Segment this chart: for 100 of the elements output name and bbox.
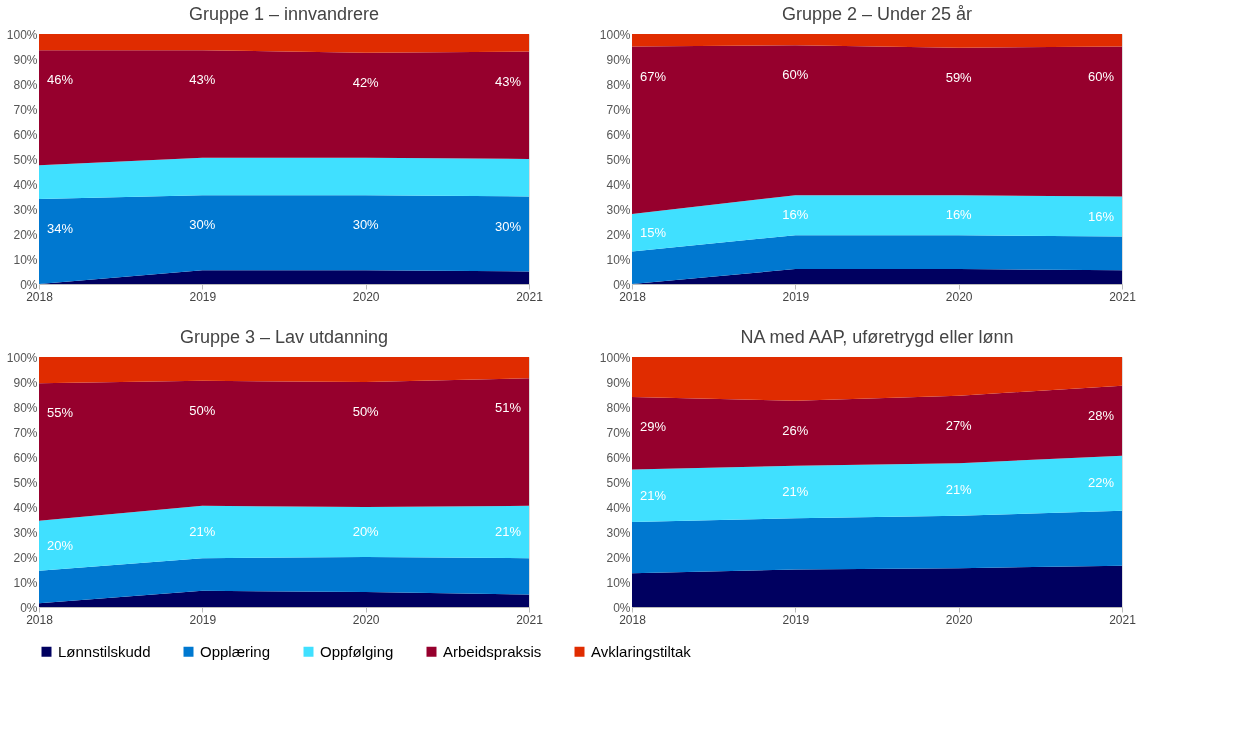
data-label: 16% bbox=[1087, 208, 1115, 224]
y-tick-label: 70% bbox=[13, 425, 38, 440]
legend-label: Avklaringstiltak bbox=[591, 642, 692, 660]
data-label: 22% bbox=[1087, 475, 1115, 491]
y-tick-label: 20% bbox=[606, 227, 631, 242]
y-tick-label: 70% bbox=[606, 425, 631, 440]
x-tick-label: 2020 bbox=[352, 289, 380, 304]
y-tick-label: 60% bbox=[606, 127, 631, 142]
data-label: 20% bbox=[47, 537, 74, 553]
data-label: 16% bbox=[945, 207, 973, 223]
y-tick-label: 20% bbox=[13, 550, 38, 565]
data-label: 21% bbox=[640, 487, 667, 503]
data-label: 21% bbox=[782, 484, 809, 499]
y-tick-label: 70% bbox=[13, 102, 38, 117]
y-tick-label: 30% bbox=[606, 525, 631, 540]
y-tick-label: 40% bbox=[606, 177, 631, 192]
y-tick-label: 20% bbox=[606, 550, 631, 565]
y-tick-label: 0% bbox=[613, 277, 631, 292]
y-tick-label: 10% bbox=[13, 252, 38, 267]
y-tick-label: 100% bbox=[599, 350, 631, 365]
data-label: 43% bbox=[494, 73, 522, 89]
y-tick-label: 30% bbox=[13, 525, 38, 540]
y-tick-label: 90% bbox=[606, 375, 631, 390]
y-tick-label: 40% bbox=[606, 500, 631, 515]
data-label: 21% bbox=[945, 481, 973, 497]
x-tick-label: 2019 bbox=[782, 612, 810, 627]
y-tick-label: 0% bbox=[20, 277, 38, 292]
x-tick-label: 2021 bbox=[1109, 289, 1137, 304]
y-tick-label: 70% bbox=[606, 102, 631, 117]
y-tick-label: 100% bbox=[599, 27, 631, 42]
data-label: 30% bbox=[494, 218, 522, 234]
chart-title: Gruppe 3 – Lav utdanning bbox=[179, 327, 389, 347]
data-label: 51% bbox=[494, 400, 522, 416]
y-tick-label: 60% bbox=[606, 450, 631, 465]
data-label: 60% bbox=[1087, 68, 1115, 84]
data-label: 59% bbox=[945, 69, 973, 85]
data-label: 34% bbox=[47, 221, 74, 236]
y-tick-label: 90% bbox=[606, 52, 631, 67]
data-label: 43% bbox=[189, 72, 216, 88]
data-label: 26% bbox=[782, 422, 809, 438]
data-label: 20% bbox=[352, 524, 380, 539]
x-tick-label: 2020 bbox=[945, 289, 973, 304]
y-tick-label: 40% bbox=[13, 177, 38, 192]
x-tick-label: 2021 bbox=[516, 612, 544, 627]
y-tick-label: 50% bbox=[606, 475, 631, 490]
data-label: 21% bbox=[189, 524, 216, 539]
data-label: 67% bbox=[640, 68, 667, 84]
data-label: 55% bbox=[47, 405, 74, 421]
data-label: 60% bbox=[782, 67, 809, 83]
data-label: 50% bbox=[189, 402, 216, 418]
y-tick-label: 20% bbox=[13, 227, 38, 242]
x-tick-label: 2021 bbox=[1109, 612, 1137, 627]
y-tick-label: 80% bbox=[606, 400, 631, 415]
y-tick-label: 10% bbox=[606, 575, 631, 590]
x-tick-label: 2018 bbox=[26, 612, 54, 627]
y-tick-label: 50% bbox=[13, 152, 38, 167]
legend-label: Arbeidspraksis bbox=[443, 642, 542, 660]
y-tick-label: 0% bbox=[20, 600, 38, 615]
x-tick-label: 2018 bbox=[619, 612, 647, 627]
y-tick-label: 50% bbox=[606, 152, 631, 167]
y-tick-label: 100% bbox=[6, 27, 38, 42]
y-tick-label: 40% bbox=[13, 500, 38, 515]
legend-label: Opplæring bbox=[200, 642, 271, 660]
x-tick-label: 2020 bbox=[945, 612, 973, 627]
data-label: 15% bbox=[640, 224, 667, 240]
y-tick-label: 10% bbox=[13, 575, 38, 590]
y-tick-label: 100% bbox=[6, 350, 38, 365]
y-tick-label: 80% bbox=[13, 400, 38, 415]
data-label: 50% bbox=[352, 404, 380, 419]
y-tick-label: 30% bbox=[13, 202, 38, 217]
data-label: 30% bbox=[352, 217, 380, 233]
x-tick-label: 2021 bbox=[516, 289, 544, 304]
data-label: 27% bbox=[945, 417, 973, 433]
chart-title: NA med AAP, uføretrygd eller lønn bbox=[740, 327, 1014, 347]
data-label: 28% bbox=[1087, 407, 1115, 423]
x-tick-label: 2018 bbox=[26, 289, 54, 304]
data-label: 30% bbox=[189, 217, 216, 233]
x-tick-label: 2020 bbox=[352, 612, 380, 627]
y-tick-label: 60% bbox=[13, 450, 38, 465]
y-tick-label: 90% bbox=[13, 52, 38, 67]
y-tick-label: 30% bbox=[606, 202, 631, 217]
y-tick-label: 0% bbox=[613, 600, 631, 615]
x-tick-label: 2019 bbox=[189, 612, 217, 627]
legend-label: Oppfølging bbox=[320, 642, 394, 660]
x-tick-label: 2019 bbox=[189, 289, 217, 304]
x-tick-label: 2018 bbox=[619, 289, 647, 304]
y-tick-label: 10% bbox=[606, 252, 631, 267]
y-tick-label: 80% bbox=[13, 77, 38, 92]
chart-title: Gruppe 1 – innvandrere bbox=[188, 4, 380, 24]
x-tick-label: 2019 bbox=[782, 289, 810, 304]
data-label: 21% bbox=[494, 524, 522, 539]
y-tick-label: 90% bbox=[13, 375, 38, 390]
data-label: 46% bbox=[47, 72, 74, 88]
chart-title: Gruppe 2 – Under 25 år bbox=[781, 4, 973, 24]
data-label: 16% bbox=[782, 207, 809, 223]
y-tick-label: 80% bbox=[606, 77, 631, 92]
data-label: 42% bbox=[352, 74, 380, 90]
y-tick-label: 60% bbox=[13, 127, 38, 142]
data-label: 29% bbox=[640, 419, 667, 434]
legend-label: Lønnstilskudd bbox=[58, 642, 151, 660]
